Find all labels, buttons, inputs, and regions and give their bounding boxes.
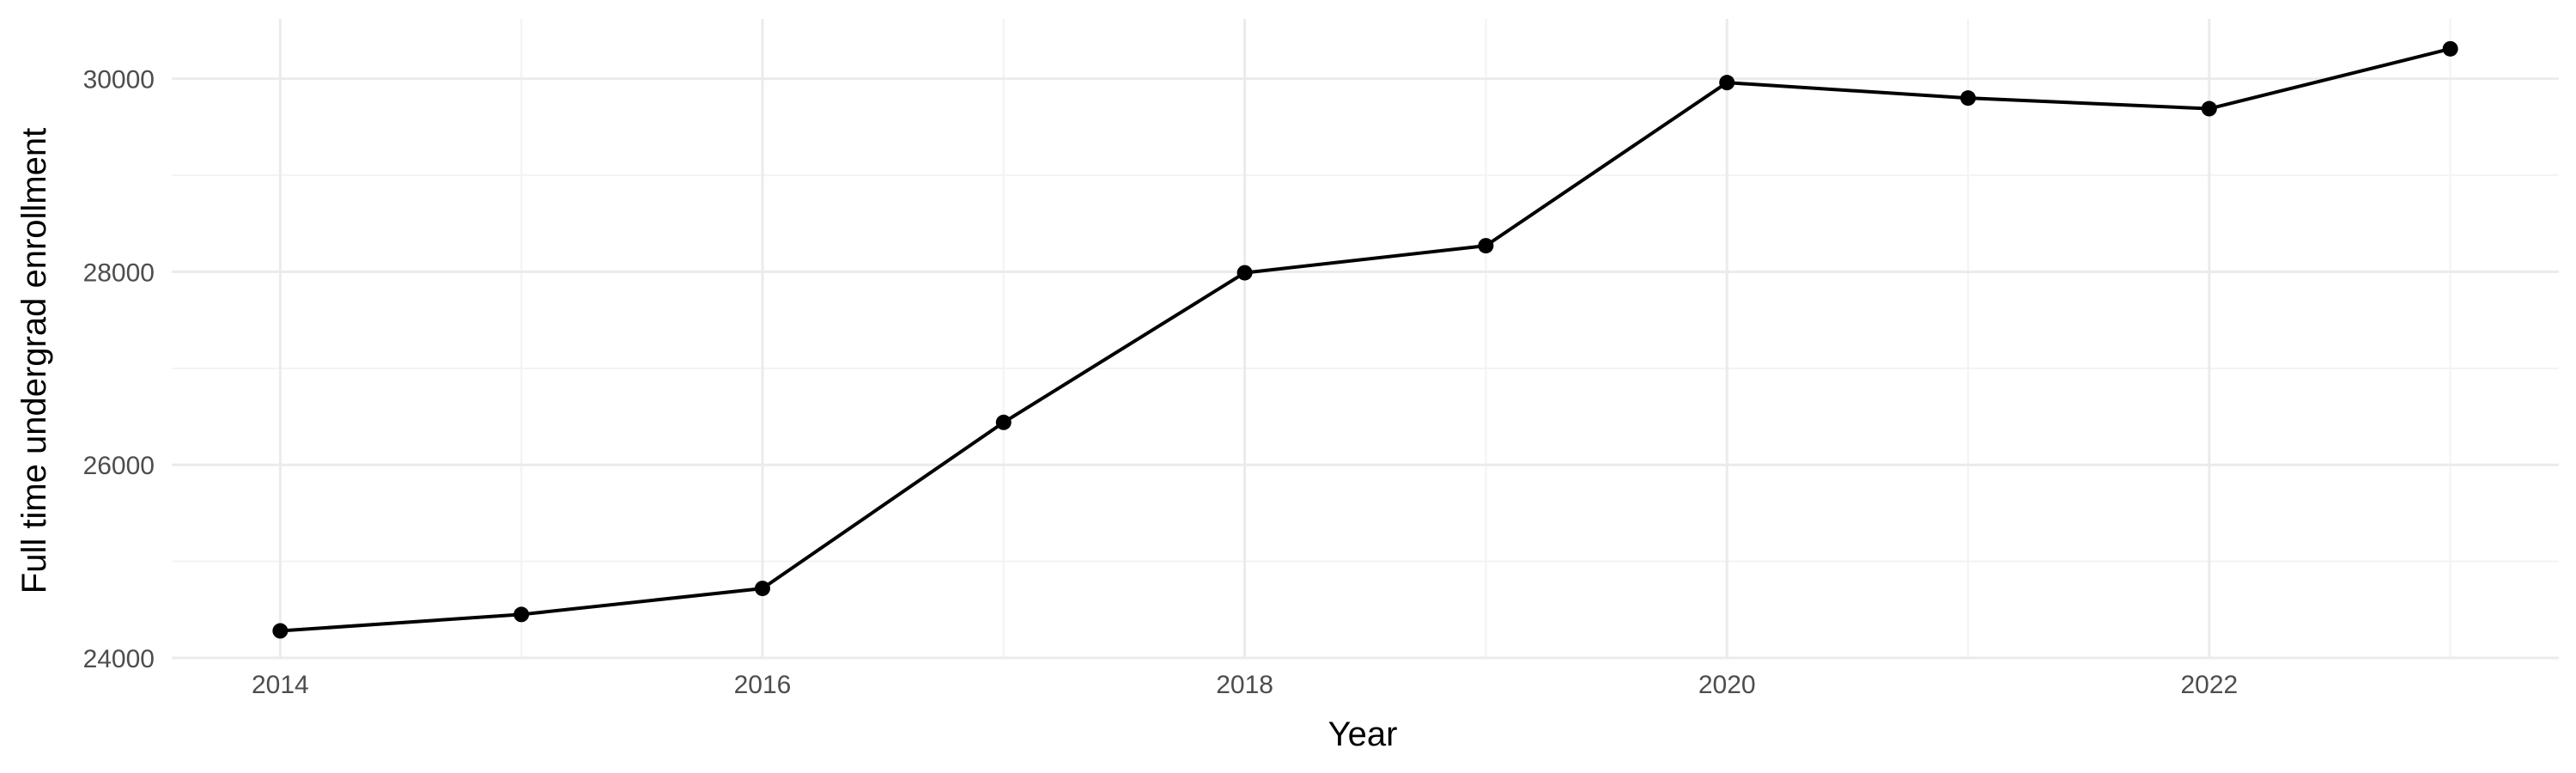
data-point xyxy=(1719,75,1735,91)
x-tick-label: 2022 xyxy=(2180,671,2238,699)
data-point xyxy=(754,581,770,597)
x-tick-label: 2014 xyxy=(252,671,309,699)
y-tick-label: 26000 xyxy=(83,452,155,480)
data-point xyxy=(272,623,289,639)
major-gridlines xyxy=(172,19,2559,660)
minor-gridlines xyxy=(172,19,2559,658)
data-point xyxy=(1478,238,1494,254)
data-point xyxy=(995,414,1012,430)
x-tick-label: 2016 xyxy=(734,671,792,699)
x-axis-tick-labels: 2014 2016 2018 2020 2022 xyxy=(252,671,2238,699)
y-tick-label: 28000 xyxy=(83,259,155,287)
data-series xyxy=(272,40,2458,639)
data-point xyxy=(1236,265,1253,281)
data-point xyxy=(513,606,530,623)
data-point xyxy=(1960,90,1977,107)
data-point xyxy=(2201,100,2217,117)
y-axis-title: Full time undergrad enrollment xyxy=(15,128,53,593)
y-axis-tick-labels: 24000 26000 28000 30000 xyxy=(83,66,155,673)
y-tick-label: 30000 xyxy=(83,66,155,94)
y-tick-label: 24000 xyxy=(83,645,155,673)
series-line xyxy=(280,46,2451,633)
x-tick-label: 2018 xyxy=(1216,671,1273,699)
x-tick-label: 2020 xyxy=(1698,671,1756,699)
data-point xyxy=(2442,40,2458,57)
x-axis-title: Year xyxy=(1328,715,1398,753)
